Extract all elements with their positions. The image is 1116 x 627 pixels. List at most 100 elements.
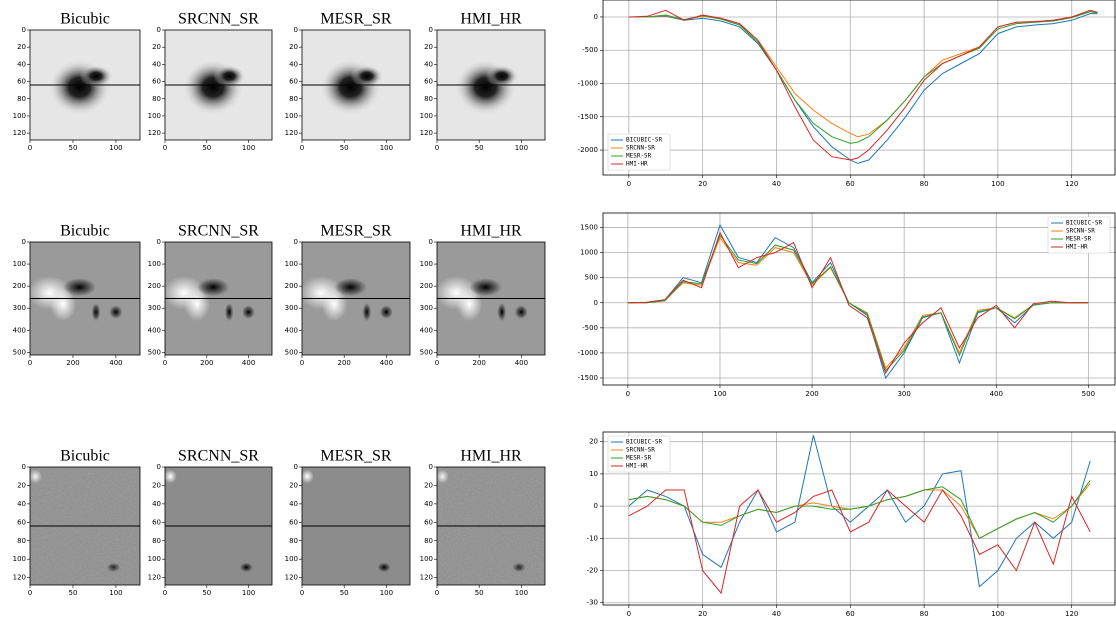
y-tick-label: 120 [13, 129, 26, 137]
series-line [627, 234, 1089, 372]
y-tick-label: 60 [17, 78, 26, 86]
legend-label: MESR-SR [626, 455, 652, 462]
y-tick-label: 40 [152, 60, 161, 68]
series-line [627, 231, 1089, 375]
y-tick-label: 20 [424, 43, 433, 51]
spot [197, 278, 230, 297]
y-tick-label: 20 [589, 438, 598, 446]
image-frame [301, 466, 411, 586]
image-panel: SRCNN_SR 0 50 100 0 20 40 60 80 100 120 [148, 448, 273, 597]
x-tick-label: 100 [109, 144, 122, 152]
y-tick-label: 80 [17, 537, 26, 545]
x-tick-label: 0 [435, 589, 439, 597]
y-tick-label: 40 [152, 500, 161, 508]
y-tick-label: 80 [152, 95, 161, 103]
y-tick-label: 100 [13, 112, 26, 120]
y-tick-label: 100 [148, 260, 161, 268]
y-tick-label: 500 [285, 348, 298, 356]
y-tick-label: 60 [424, 518, 433, 526]
series-line [628, 9, 1098, 161]
y-tick-label: 0 [157, 26, 161, 34]
y-tick-label: 80 [152, 537, 161, 545]
spot [109, 305, 123, 319]
image-panel: HMI_HR 0 50 100 0 20 40 60 80 100 120 [420, 11, 546, 152]
y-tick-label: 0 [22, 238, 26, 246]
series-line [627, 223, 1089, 380]
legend-label: MESR-SR [1066, 236, 1092, 243]
x-tick-label: 100 [242, 589, 255, 597]
y-tick-label: 20 [17, 43, 26, 51]
y-tick-label: 80 [424, 537, 433, 545]
image-frame [436, 241, 546, 356]
y-tick-label: 400 [420, 326, 433, 334]
y-tick-label: 100 [420, 260, 433, 268]
image-frame [29, 29, 141, 141]
spot [497, 303, 507, 322]
x-tick-label: 0 [626, 390, 630, 398]
y-tick-label: 100 [285, 260, 298, 268]
y-tick-label: 80 [424, 95, 433, 103]
y-tick-label: 120 [420, 129, 433, 137]
y-tick-label: 400 [13, 326, 26, 334]
x-tick-label: 100 [991, 180, 1004, 188]
x-tick-label: 80 [920, 610, 929, 618]
plage [321, 287, 348, 322]
y-tick-label: 500 [585, 274, 598, 282]
y-tick-label: 1000 [580, 249, 598, 257]
y-tick-label: 500 [420, 348, 433, 356]
image-panel: HMI_HR 0 50 100 0 20 40 60 80 100 120 [420, 448, 546, 597]
plage [456, 287, 483, 322]
y-tick-label: 0 [594, 13, 598, 21]
y-tick-label: 0 [594, 299, 598, 307]
x-tick-label: 120 [1065, 610, 1078, 618]
y-tick-label: 100 [285, 112, 298, 120]
image-frame [436, 466, 546, 586]
y-tick-label: -500 [582, 46, 598, 54]
plot-frame [602, 212, 1116, 386]
image-frame [301, 29, 411, 141]
x-tick-label: 100 [991, 610, 1004, 618]
x-tick-label: 50 [340, 589, 349, 597]
y-tick-label: 120 [148, 574, 161, 582]
x-tick-label: 500 [1082, 390, 1095, 398]
x-tick-label: 0 [28, 144, 32, 152]
y-tick-label: 100 [13, 260, 26, 268]
series-line [628, 13, 1098, 164]
y-tick-label: 0 [594, 502, 598, 510]
spot [469, 278, 502, 297]
spot [239, 562, 253, 573]
panel-title: SRCNN_SR [178, 223, 259, 240]
panel-title: SRCNN_SR [178, 11, 259, 28]
legend-box [607, 133, 671, 171]
spot [362, 303, 372, 322]
legend-box [607, 435, 671, 473]
image-panel: Bicubic 0 200 400 0 100 200 300 400 500 [13, 223, 141, 367]
panel-title: MESR_SR [320, 448, 391, 465]
plot-frame [602, 431, 1116, 606]
image-panel: MESR_SR 0 50 100 0 20 40 60 80 100 120 [285, 11, 411, 152]
x-tick-label: 80 [920, 180, 929, 188]
y-tick-label: 40 [424, 500, 433, 508]
y-tick-label: 80 [17, 95, 26, 103]
x-tick-label: 400 [515, 359, 528, 367]
y-tick-label: 400 [148, 326, 161, 334]
x-tick-label: 20 [698, 610, 707, 618]
plage [184, 287, 210, 322]
x-tick-label: 0 [300, 359, 304, 367]
sunspot [79, 65, 113, 88]
panel-title: HMI_HR [460, 223, 522, 240]
y-tick-label: 120 [285, 129, 298, 137]
x-tick-label: 50 [202, 144, 211, 152]
spot [163, 469, 177, 484]
image-frame [436, 29, 546, 141]
y-tick-label: 0 [22, 463, 26, 471]
y-tick-label: 60 [424, 78, 433, 86]
x-tick-label: 50 [475, 144, 484, 152]
y-tick-label: 200 [148, 282, 161, 290]
y-tick-label: 300 [148, 304, 161, 312]
y-tick-label: 100 [420, 112, 433, 120]
y-tick-label: 0 [157, 463, 161, 471]
legend-label: HMI-HR [626, 161, 648, 168]
image-panel: Bicubic 0 50 100 0 20 40 60 80 100 120 [13, 11, 141, 152]
